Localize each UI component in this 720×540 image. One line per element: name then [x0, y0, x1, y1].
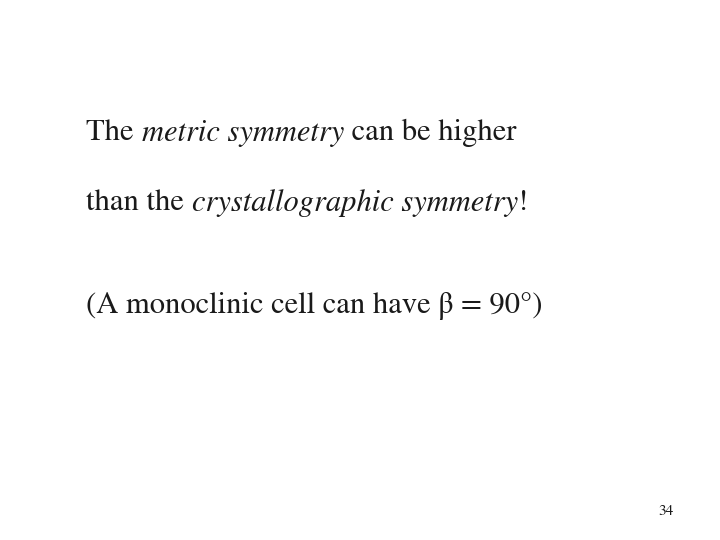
Text: (A monoclinic cell can have β = 90°): (A monoclinic cell can have β = 90°)	[86, 292, 543, 320]
Text: than the: than the	[86, 189, 192, 217]
Text: 34: 34	[658, 505, 673, 518]
Text: !: !	[518, 189, 528, 217]
Text: crystallographic symmetry: crystallographic symmetry	[192, 189, 518, 217]
Text: can be higher: can be higher	[343, 119, 516, 147]
Text: metric symmetry: metric symmetry	[142, 119, 343, 147]
Text: The: The	[86, 119, 142, 146]
